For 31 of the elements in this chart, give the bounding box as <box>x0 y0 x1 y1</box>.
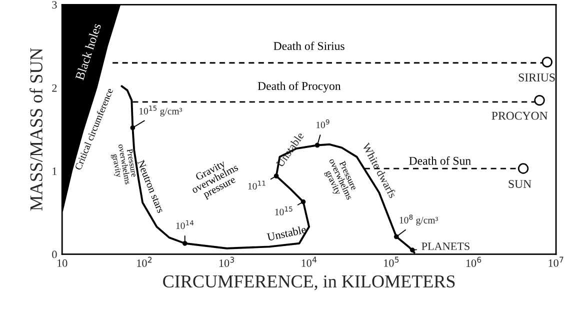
annotation: 10$^{15}$ <box>275 206 292 216</box>
x-tick-label: 10$^{6}$ <box>466 256 482 267</box>
x-axis-title: CIRCUMFERENCE, in KILOMETERS <box>163 275 455 290</box>
annotation: Death of Procyon <box>258 82 341 92</box>
series-label: SUN <box>508 180 532 188</box>
annotation: Black holes <box>74 22 102 81</box>
x-tick-label: 10$^{5}$ <box>384 256 399 267</box>
annotation: 10$^{9}$ <box>316 119 330 128</box>
y-tick-label: 0 <box>52 250 57 258</box>
annotation: 10$^{11}$ <box>248 180 266 190</box>
x-tick-label: 10$^{3}$ <box>219 256 234 267</box>
x-tick-label: 10$^{7}$ <box>548 256 564 267</box>
x-tick-label: 10$^{2}$ <box>137 256 152 267</box>
annotation: 10$^{15}$ g/cm³ <box>140 106 182 116</box>
x-tick-label: 10 <box>58 259 68 267</box>
annotation: PLANETS <box>422 242 470 250</box>
annotation: Unstable <box>266 225 306 242</box>
x-tick-label: 10$^{4}$ <box>302 256 317 267</box>
annotation: White dwarfs <box>362 142 398 199</box>
annotation: 10$^{8}$ g/cm³ <box>400 214 438 226</box>
series-label: SIRIUS <box>518 74 555 82</box>
annotation: Neutron stars <box>137 160 164 214</box>
y-tick-label: 3 <box>52 1 57 9</box>
y-tick-label: 2 <box>52 84 57 92</box>
annotation: Death of Sirius <box>274 42 344 50</box>
y-axis-title: MASS/MASS of SUN <box>30 48 42 211</box>
series-label: PROCYON <box>492 112 548 120</box>
annotation: Pressure overwhelms gravity <box>110 144 138 184</box>
annotation: 10$^{14}$ <box>176 220 194 230</box>
y-tick-label: 1 <box>52 168 57 175</box>
annotation: Death of Sun <box>409 156 471 165</box>
